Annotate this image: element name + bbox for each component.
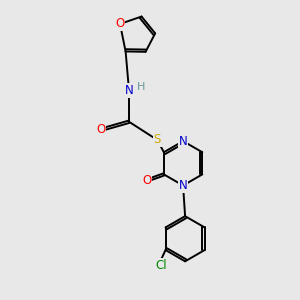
Text: Cl: Cl (155, 259, 167, 272)
Text: H: H (137, 82, 145, 92)
Text: S: S (154, 134, 161, 146)
Text: O: O (116, 17, 124, 30)
Text: N: N (179, 135, 188, 148)
Text: O: O (96, 123, 105, 136)
Text: N: N (125, 84, 134, 97)
Text: N: N (179, 179, 188, 192)
Text: O: O (142, 174, 152, 187)
